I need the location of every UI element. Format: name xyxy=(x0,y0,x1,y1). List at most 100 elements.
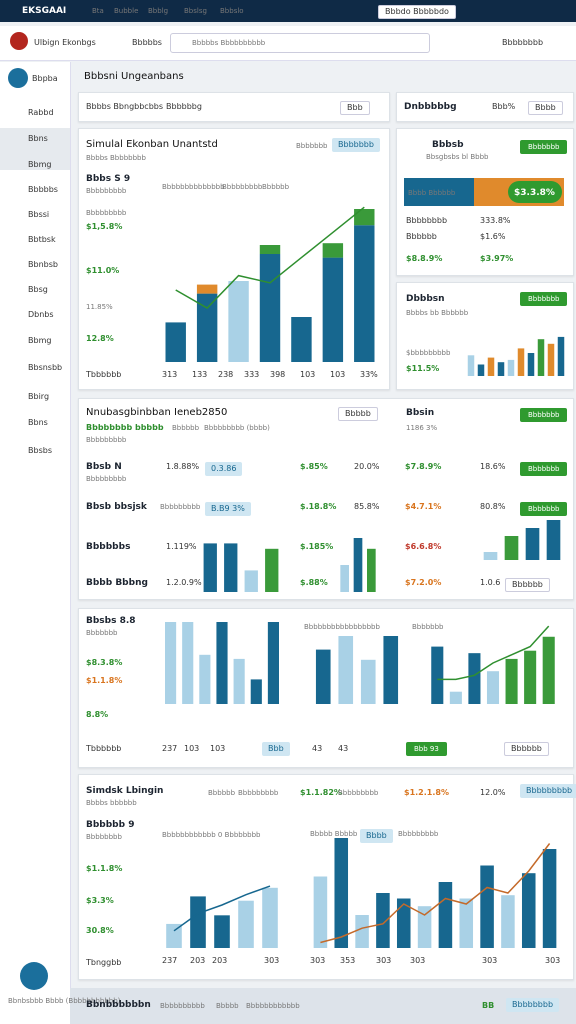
total: $8.8.9% xyxy=(406,254,443,263)
cell: $4.7.1% xyxy=(405,502,442,511)
panel-title: Bbbsb xyxy=(432,140,464,150)
x-tick-label: 303 xyxy=(482,956,498,965)
panel-subtitle: Bbbbs bb Bbbbbb xyxy=(406,309,469,317)
nav-item[interactable]: Dbnbs xyxy=(28,310,54,319)
page-title: Bbbsni Ungeanbans xyxy=(84,71,184,82)
axis-label: 8.8% xyxy=(86,710,109,719)
button[interactable]: Bbbbbbb xyxy=(520,408,568,422)
account[interactable]: Bbbdo Bbbbbdo xyxy=(378,5,456,19)
nav-item[interactable]: Bubble xyxy=(114,7,139,15)
nav-item[interactable]: Bbmg xyxy=(28,336,52,345)
fab[interactable] xyxy=(20,962,48,990)
badge: BB xyxy=(482,1001,495,1010)
bar xyxy=(383,636,399,704)
tab[interactable]: Bbbbbb xyxy=(172,424,200,432)
cell: Bbbbbbbbb xyxy=(86,475,127,483)
nav-item[interactable]: Bbbslo xyxy=(220,7,244,15)
metric-sub: Bbbbbbbb xyxy=(86,833,122,841)
cell: 0.3.86 xyxy=(205,462,243,476)
bar xyxy=(525,528,540,560)
select[interactable]: Bbb xyxy=(340,101,370,115)
bar xyxy=(483,552,498,560)
bar xyxy=(449,691,462,704)
button[interactable]: Bbbbbb xyxy=(505,578,550,592)
bottom-item[interactable]: Bbbbbbbbbbbb xyxy=(246,1002,300,1010)
bar xyxy=(182,622,194,704)
button[interactable]: Bbbbb xyxy=(338,407,378,421)
search[interactable]: Bbbbbs Bbbbbbbbbb xyxy=(192,39,266,47)
legend-item: Bbbbbbbbb xyxy=(222,183,263,191)
link[interactable]: Bbbbbbb xyxy=(296,142,328,150)
bar-cap xyxy=(196,284,218,294)
bar xyxy=(501,895,515,948)
filter-panel xyxy=(78,92,390,122)
nav-item[interactable]: Bbbbbs xyxy=(28,185,58,194)
button[interactable]: Bbbbbb xyxy=(504,742,549,756)
nav-item[interactable]: Bbsg xyxy=(28,285,48,294)
nav-item[interactable]: Bta xyxy=(92,7,104,15)
nav-item[interactable]: Bbsnsbb xyxy=(28,363,63,372)
nav-item[interactable]: Bbmg xyxy=(28,160,52,169)
axis-label: $3.3% xyxy=(86,896,114,905)
nav-item[interactable]: Bbns xyxy=(28,418,48,427)
bar xyxy=(250,679,262,704)
bar-cap xyxy=(259,245,281,254)
trend-line xyxy=(437,625,550,681)
button[interactable]: Bbbbbbbb xyxy=(506,998,560,1012)
status-pill xyxy=(508,181,562,203)
tab[interactable]: Bbbbbbbbb (bbbb) xyxy=(204,424,270,432)
bar xyxy=(166,923,182,948)
bar xyxy=(228,281,249,362)
nav-item[interactable]: Bbirg xyxy=(28,392,50,401)
nav-item[interactable]: Bbblg xyxy=(148,7,169,15)
cell: $.185% xyxy=(300,542,334,551)
bar xyxy=(504,536,519,560)
cell: 1.2.0.9% xyxy=(166,578,202,587)
panel-title: Nnubasgbinbban Ieneb2850 xyxy=(86,407,228,418)
stat: 12.0% xyxy=(480,788,506,797)
side-title: Bbsin xyxy=(406,408,435,418)
row-label: Bbbbbbbb xyxy=(406,216,448,225)
trend-line xyxy=(320,843,551,944)
row-value: 333.8% xyxy=(480,216,511,225)
tab[interactable]: Bbbbbbbb bbbbb xyxy=(86,423,164,432)
button[interactable]: Bbbbbbbbb xyxy=(520,784,576,798)
bar xyxy=(524,650,537,704)
nav-item[interactable]: Bbtbsk xyxy=(28,235,56,244)
button[interactable]: Bbbbbbb xyxy=(520,462,568,476)
button[interactable]: Bbbbbbb xyxy=(520,292,568,306)
button[interactable]: Bbbb xyxy=(528,101,563,115)
bottom-item[interactable]: Bbbbbbbbbb xyxy=(160,1002,205,1010)
button[interactable]: Bbbbbbb xyxy=(332,138,380,152)
button[interactable]: Bbbbbbb xyxy=(520,140,568,154)
nav-item[interactable]: Bbsbs xyxy=(28,446,52,455)
nav-item[interactable]: Bbslsg xyxy=(184,7,207,15)
metric-sub: Bbbbbbbbb xyxy=(86,187,127,195)
x-tick-label: 103 xyxy=(300,370,316,379)
user[interactable]: Bbbbbbbb xyxy=(502,38,544,47)
bar xyxy=(214,915,230,948)
row-value: $1.6% xyxy=(480,232,506,241)
stat: $1.2.1.8% xyxy=(404,788,449,797)
x-tick-label: 203 xyxy=(212,956,228,965)
total: $3.97% xyxy=(480,254,514,263)
toggle[interactable]: Bbbbbs xyxy=(132,38,162,47)
bar xyxy=(438,882,453,948)
bottom-title: Bbnbbbbbbn xyxy=(86,1000,151,1010)
legend-item: Bbbbbb xyxy=(208,789,236,797)
x-tick-label: 103 xyxy=(184,744,200,753)
bar-label: Bbbb Bbbbbb xyxy=(408,189,456,197)
nav-item[interactable]: Bbssi xyxy=(28,210,50,219)
bar xyxy=(355,915,369,948)
bottom-bar xyxy=(70,988,576,1024)
nav-item[interactable]: Rabbd xyxy=(28,108,54,117)
panel-subtitle: Bbsgbsbs bl Bbbb xyxy=(426,153,489,161)
x-tick-label: 103 xyxy=(330,370,346,379)
nav-item[interactable]: Bbns xyxy=(28,134,48,143)
button[interactable]: Bbbbbbb xyxy=(520,502,568,516)
bottom-item[interactable]: Bbbbb xyxy=(216,1002,239,1010)
search-box[interactable] xyxy=(170,33,430,53)
legend-item: Bbbbbbbbbbbbbb xyxy=(162,183,225,191)
bar xyxy=(517,348,525,376)
nav-item[interactable]: Bbnbsb xyxy=(28,260,58,269)
